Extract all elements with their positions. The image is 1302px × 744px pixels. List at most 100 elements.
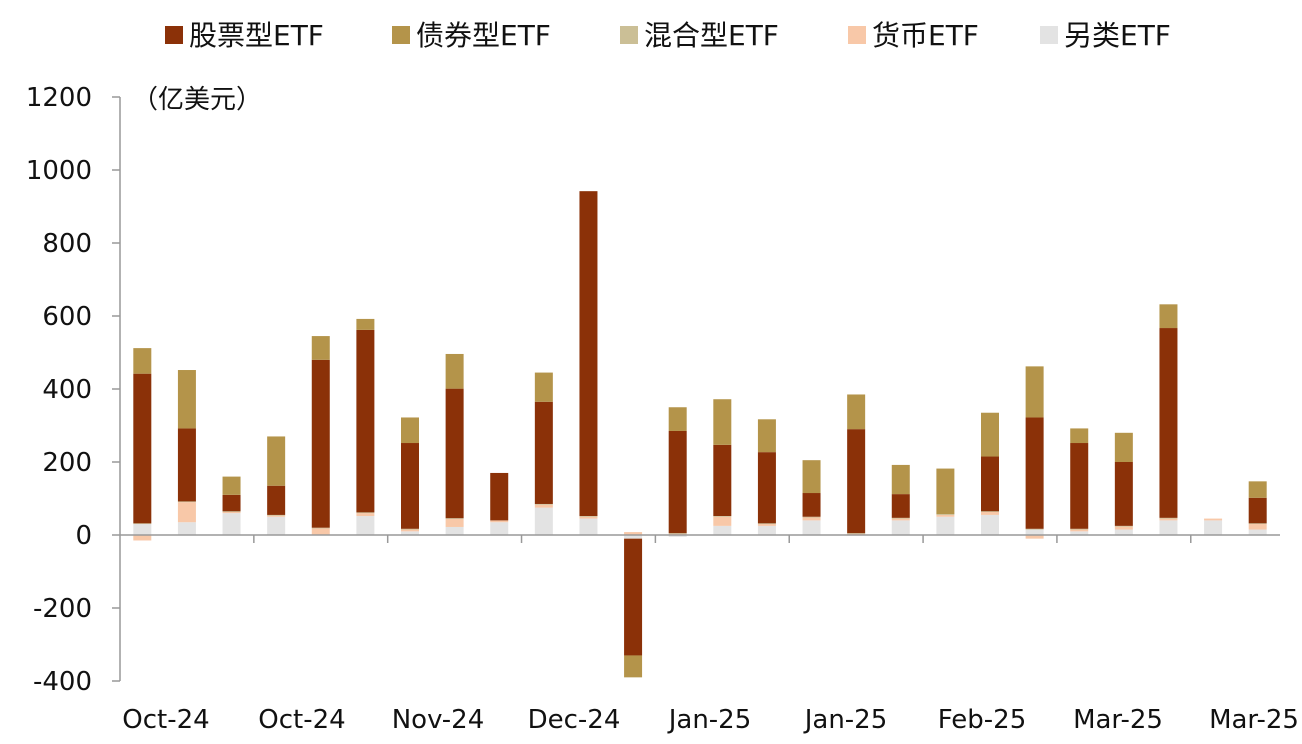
x-tick-label: Feb-25	[938, 705, 1027, 735]
bar-segment-3	[981, 512, 999, 515]
bar-stack	[177, 370, 196, 535]
legend-swatch-3	[848, 26, 866, 44]
bar-stack	[311, 336, 330, 535]
bar-segment-1	[267, 436, 286, 486]
bar-stack	[847, 394, 866, 535]
bar-segment-4	[981, 514, 999, 535]
bar-segment-4	[133, 524, 152, 535]
y-axis: 1200 1000 800 600 400 200 0 -200 -400	[26, 83, 121, 697]
bar-segment-2	[936, 514, 955, 515]
bar-segment-2	[1070, 528, 1089, 530]
bar-segment-3	[534, 504, 553, 508]
bar-segment-3	[356, 513, 375, 517]
bar-stack	[981, 412, 999, 535]
bar-segment-2	[177, 501, 196, 503]
bar-segment-0	[1159, 328, 1178, 518]
bar-segment-2	[1159, 517, 1178, 519]
bar-segment-3	[267, 515, 286, 517]
x-tick-label: Dec-24	[528, 705, 621, 735]
bar-segment-2	[1248, 523, 1267, 525]
bar-segment-3	[1248, 524, 1267, 530]
bar-segment-4	[1114, 529, 1133, 535]
bar-stack	[401, 417, 419, 535]
bar-segment-4	[401, 531, 419, 535]
bar-segment-0	[311, 359, 330, 528]
bar-segment-2	[981, 511, 999, 513]
bar-segment-0	[534, 401, 553, 504]
bar-segment-4	[624, 535, 643, 539]
bar-segment-4	[802, 520, 821, 535]
bar-stack	[534, 372, 553, 535]
bar-segment-0	[401, 443, 419, 529]
bar-segment-1	[1248, 481, 1267, 498]
bar-segment-0	[267, 485, 286, 515]
bar-segment-4	[1025, 529, 1044, 535]
bar-segment-4	[891, 520, 910, 535]
bar-segment-0	[668, 430, 687, 534]
bar-segment-3	[936, 514, 955, 517]
y-tick-label: -200	[33, 594, 92, 624]
x-tick-label: Jan-25	[667, 705, 752, 735]
y-tick-label: 1200	[26, 83, 92, 113]
bar-stack	[579, 191, 598, 535]
bar-segment-2	[133, 523, 152, 525]
bar-stack	[133, 348, 152, 541]
x-tick-label: Nov-24	[392, 705, 485, 735]
bar-stack	[624, 532, 643, 678]
bar-segment-0	[490, 472, 509, 521]
bar-segment-1	[1159, 304, 1178, 329]
bar-segment-3	[177, 502, 196, 523]
bar-segment-1	[624, 655, 643, 678]
bar-segment-3	[1114, 526, 1133, 530]
legend-label-3: 货币ETF	[872, 19, 979, 52]
bar-segment-3	[891, 518, 910, 521]
bar-segment-3	[311, 528, 330, 535]
bar-stack	[668, 407, 687, 537]
y-tick-label: 1000	[26, 156, 92, 186]
bar-segment-1	[222, 476, 241, 495]
bar-segment-2	[891, 517, 910, 519]
legend-swatch-2	[620, 26, 638, 44]
bar-segment-0	[1248, 497, 1267, 524]
y-tick-label: -400	[33, 667, 92, 697]
bar-segment-1	[356, 318, 375, 330]
bar-stack	[222, 476, 241, 535]
bar-segment-2	[401, 528, 419, 530]
bar-segment-3	[624, 532, 643, 535]
bar-segment-4	[1159, 520, 1178, 535]
bar-segment-1	[1114, 432, 1133, 462]
bar-segment-3	[445, 518, 464, 527]
bar-segment-4	[177, 522, 196, 535]
bar-segment-2	[1025, 528, 1044, 530]
y-unit-label: （亿美元）	[132, 85, 262, 115]
legend-swatch-0	[165, 26, 183, 44]
y-tick-label: 800	[42, 229, 92, 259]
x-tick-label: Oct-24	[122, 705, 209, 735]
bar-stack	[1025, 366, 1044, 539]
bar-segment-0	[1025, 417, 1044, 529]
bar-segment-4	[579, 518, 598, 535]
bar-segment-2	[267, 514, 286, 516]
bar-segment-3	[1025, 535, 1044, 539]
bar-stack	[267, 436, 286, 535]
bar-segment-1	[713, 399, 732, 445]
bars	[133, 191, 1267, 678]
bar-segment-0	[624, 538, 643, 656]
bar-segment-3	[133, 535, 152, 541]
y-tick-label: 400	[42, 375, 92, 405]
bar-segment-2	[534, 503, 553, 505]
bar-segment-0	[713, 444, 732, 517]
bar-segment-3	[1070, 529, 1089, 532]
bar-stack	[356, 318, 375, 535]
bar-segment-2	[311, 527, 330, 529]
bar-segment-1	[802, 460, 821, 494]
bar-stack	[757, 419, 776, 535]
legend-swatch-4	[1040, 26, 1058, 44]
bar-stack	[802, 460, 821, 535]
y-tick-label: 0	[75, 521, 92, 551]
bar-segment-2	[757, 523, 776, 525]
bar-segment-2	[668, 533, 687, 534]
bar-segment-0	[891, 494, 910, 518]
bar-stack	[445, 353, 464, 535]
bar-stack	[713, 399, 732, 535]
